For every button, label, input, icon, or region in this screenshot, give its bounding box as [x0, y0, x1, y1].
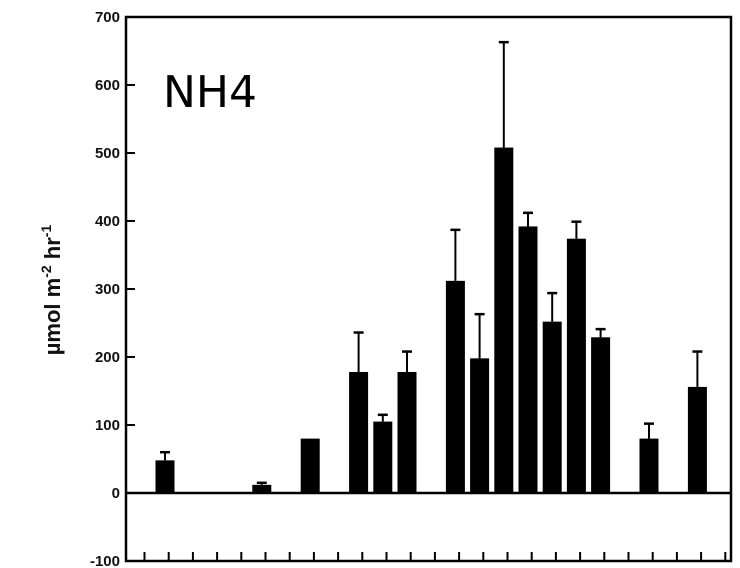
y-label-main: µmol m: [40, 278, 65, 355]
bar-12: [591, 337, 611, 493]
y-tick-label-5: 200: [95, 349, 120, 366]
bar-13: [639, 438, 659, 493]
bar-14: [687, 386, 707, 493]
y-tick-label-4: 300: [95, 281, 120, 298]
bar-8: [494, 147, 514, 493]
y-label-exp2: -1: [38, 225, 54, 238]
y-tick-label-8: -100: [90, 553, 120, 568]
bar-11: [566, 238, 586, 493]
bar-10: [542, 321, 562, 493]
y-axis-ticks: 700 600 500 400 300 200 100 0 -100: [90, 9, 135, 568]
x-axis-ticks: [143, 552, 727, 561]
bar-0: [155, 460, 175, 493]
y-axis-label: µmol m-2 hr-1: [38, 225, 65, 356]
bar-series: [155, 40, 707, 493]
bar-7: [470, 358, 490, 493]
bar-1: [252, 484, 272, 493]
nh4-annotation: NH4: [163, 67, 257, 118]
bar-3: [349, 371, 369, 493]
bar-6: [445, 280, 465, 493]
bar-4: [373, 421, 393, 493]
y-label-mid: hr: [40, 237, 65, 266]
y-tick-label-2: 500: [95, 145, 120, 162]
bar-2: [300, 438, 320, 493]
y-tick-label-0: 700: [95, 9, 120, 26]
y-tick-label-3: 400: [95, 213, 120, 230]
y-tick-label-1: 600: [95, 77, 120, 94]
bar-9: [518, 226, 538, 493]
bar-5: [397, 371, 417, 493]
y-tick-label-7: 0: [112, 485, 120, 502]
y-label-exp1: -2: [38, 265, 54, 278]
y-tick-label-6: 100: [95, 417, 120, 434]
